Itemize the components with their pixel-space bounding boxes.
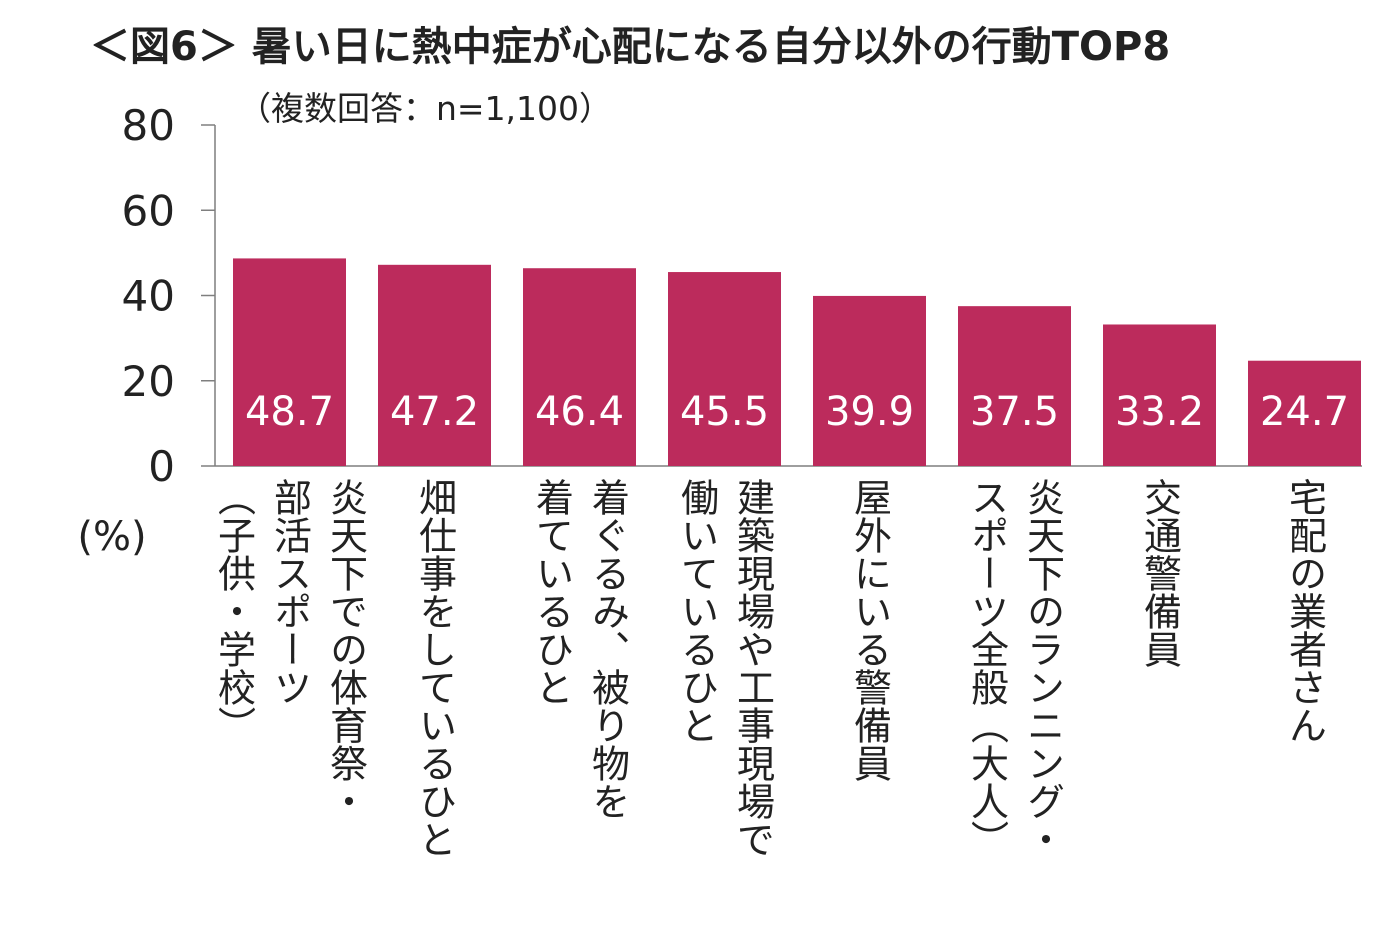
bar — [233, 258, 346, 466]
x-category-label: 着ぐるみ、被り物を — [586, 478, 630, 820]
bar-value-label: 47.2 — [390, 389, 479, 435]
y-tick-label: 60 — [122, 186, 175, 235]
x-category-label: （子供・学校） — [212, 478, 256, 744]
bar-value-label: 33.2 — [1115, 389, 1204, 435]
bars: 48.7 47.2 46.4 45.5 39.9 37.5 33.2 24.7 — [233, 258, 1361, 466]
x-category-label: 部活スポーツ — [268, 478, 312, 706]
axes: 0 20 40 60 80 — [122, 101, 1362, 491]
x-category-label: 建築現場や工事現場で — [731, 478, 775, 858]
y-tick-label: 0 — [148, 442, 175, 491]
bar — [668, 272, 781, 466]
bar — [1248, 360, 1361, 466]
bar-value-label: 24.7 — [1260, 389, 1349, 435]
x-category-label: 畑仕事をしているひと — [413, 478, 457, 858]
x-category-label: 着ているひと — [530, 478, 574, 706]
bar — [1103, 324, 1216, 466]
y-tick-label: 40 — [122, 272, 175, 321]
x-category-label: 働いているひと — [675, 478, 719, 744]
y-tick-label: 80 — [122, 101, 175, 150]
chart-subtitle: （複数回答：n=1,100） — [238, 89, 612, 128]
x-category-label: 炎天下での体育祭・ — [324, 478, 368, 820]
x-category-label: スポーツ全般（大人） — [965, 478, 1009, 858]
chart-title: ＜図6＞ 暑い日に熱中症が心配になる自分以外の行動TOP8 — [90, 24, 1170, 70]
x-category-label: 宅配の業者さん — [1283, 478, 1327, 744]
bar-value-label: 46.4 — [535, 389, 624, 435]
x-axis-labels: 炎天下での体育祭・部活スポーツ （子供・学校） 畑仕事をしているひと 着ぐるみ、被り物… — [212, 478, 1327, 858]
bar — [378, 264, 491, 466]
bar-value-label: 48.7 — [245, 389, 334, 435]
x-category-label: 交通警備員 — [1138, 478, 1182, 668]
bar-value-label: 37.5 — [970, 389, 1059, 435]
bar-value-label: 45.5 — [680, 389, 769, 435]
x-category-label: 屋外にいる警備員 — [848, 478, 892, 782]
bar — [958, 306, 1071, 466]
x-category-label: 炎天下のランニング・ — [1021, 478, 1065, 858]
bar — [813, 295, 926, 466]
y-tick-label: 20 — [122, 357, 175, 406]
y-axis-label: (%) — [77, 514, 146, 560]
bar — [523, 268, 636, 466]
bar-value-label: 39.9 — [825, 389, 914, 435]
